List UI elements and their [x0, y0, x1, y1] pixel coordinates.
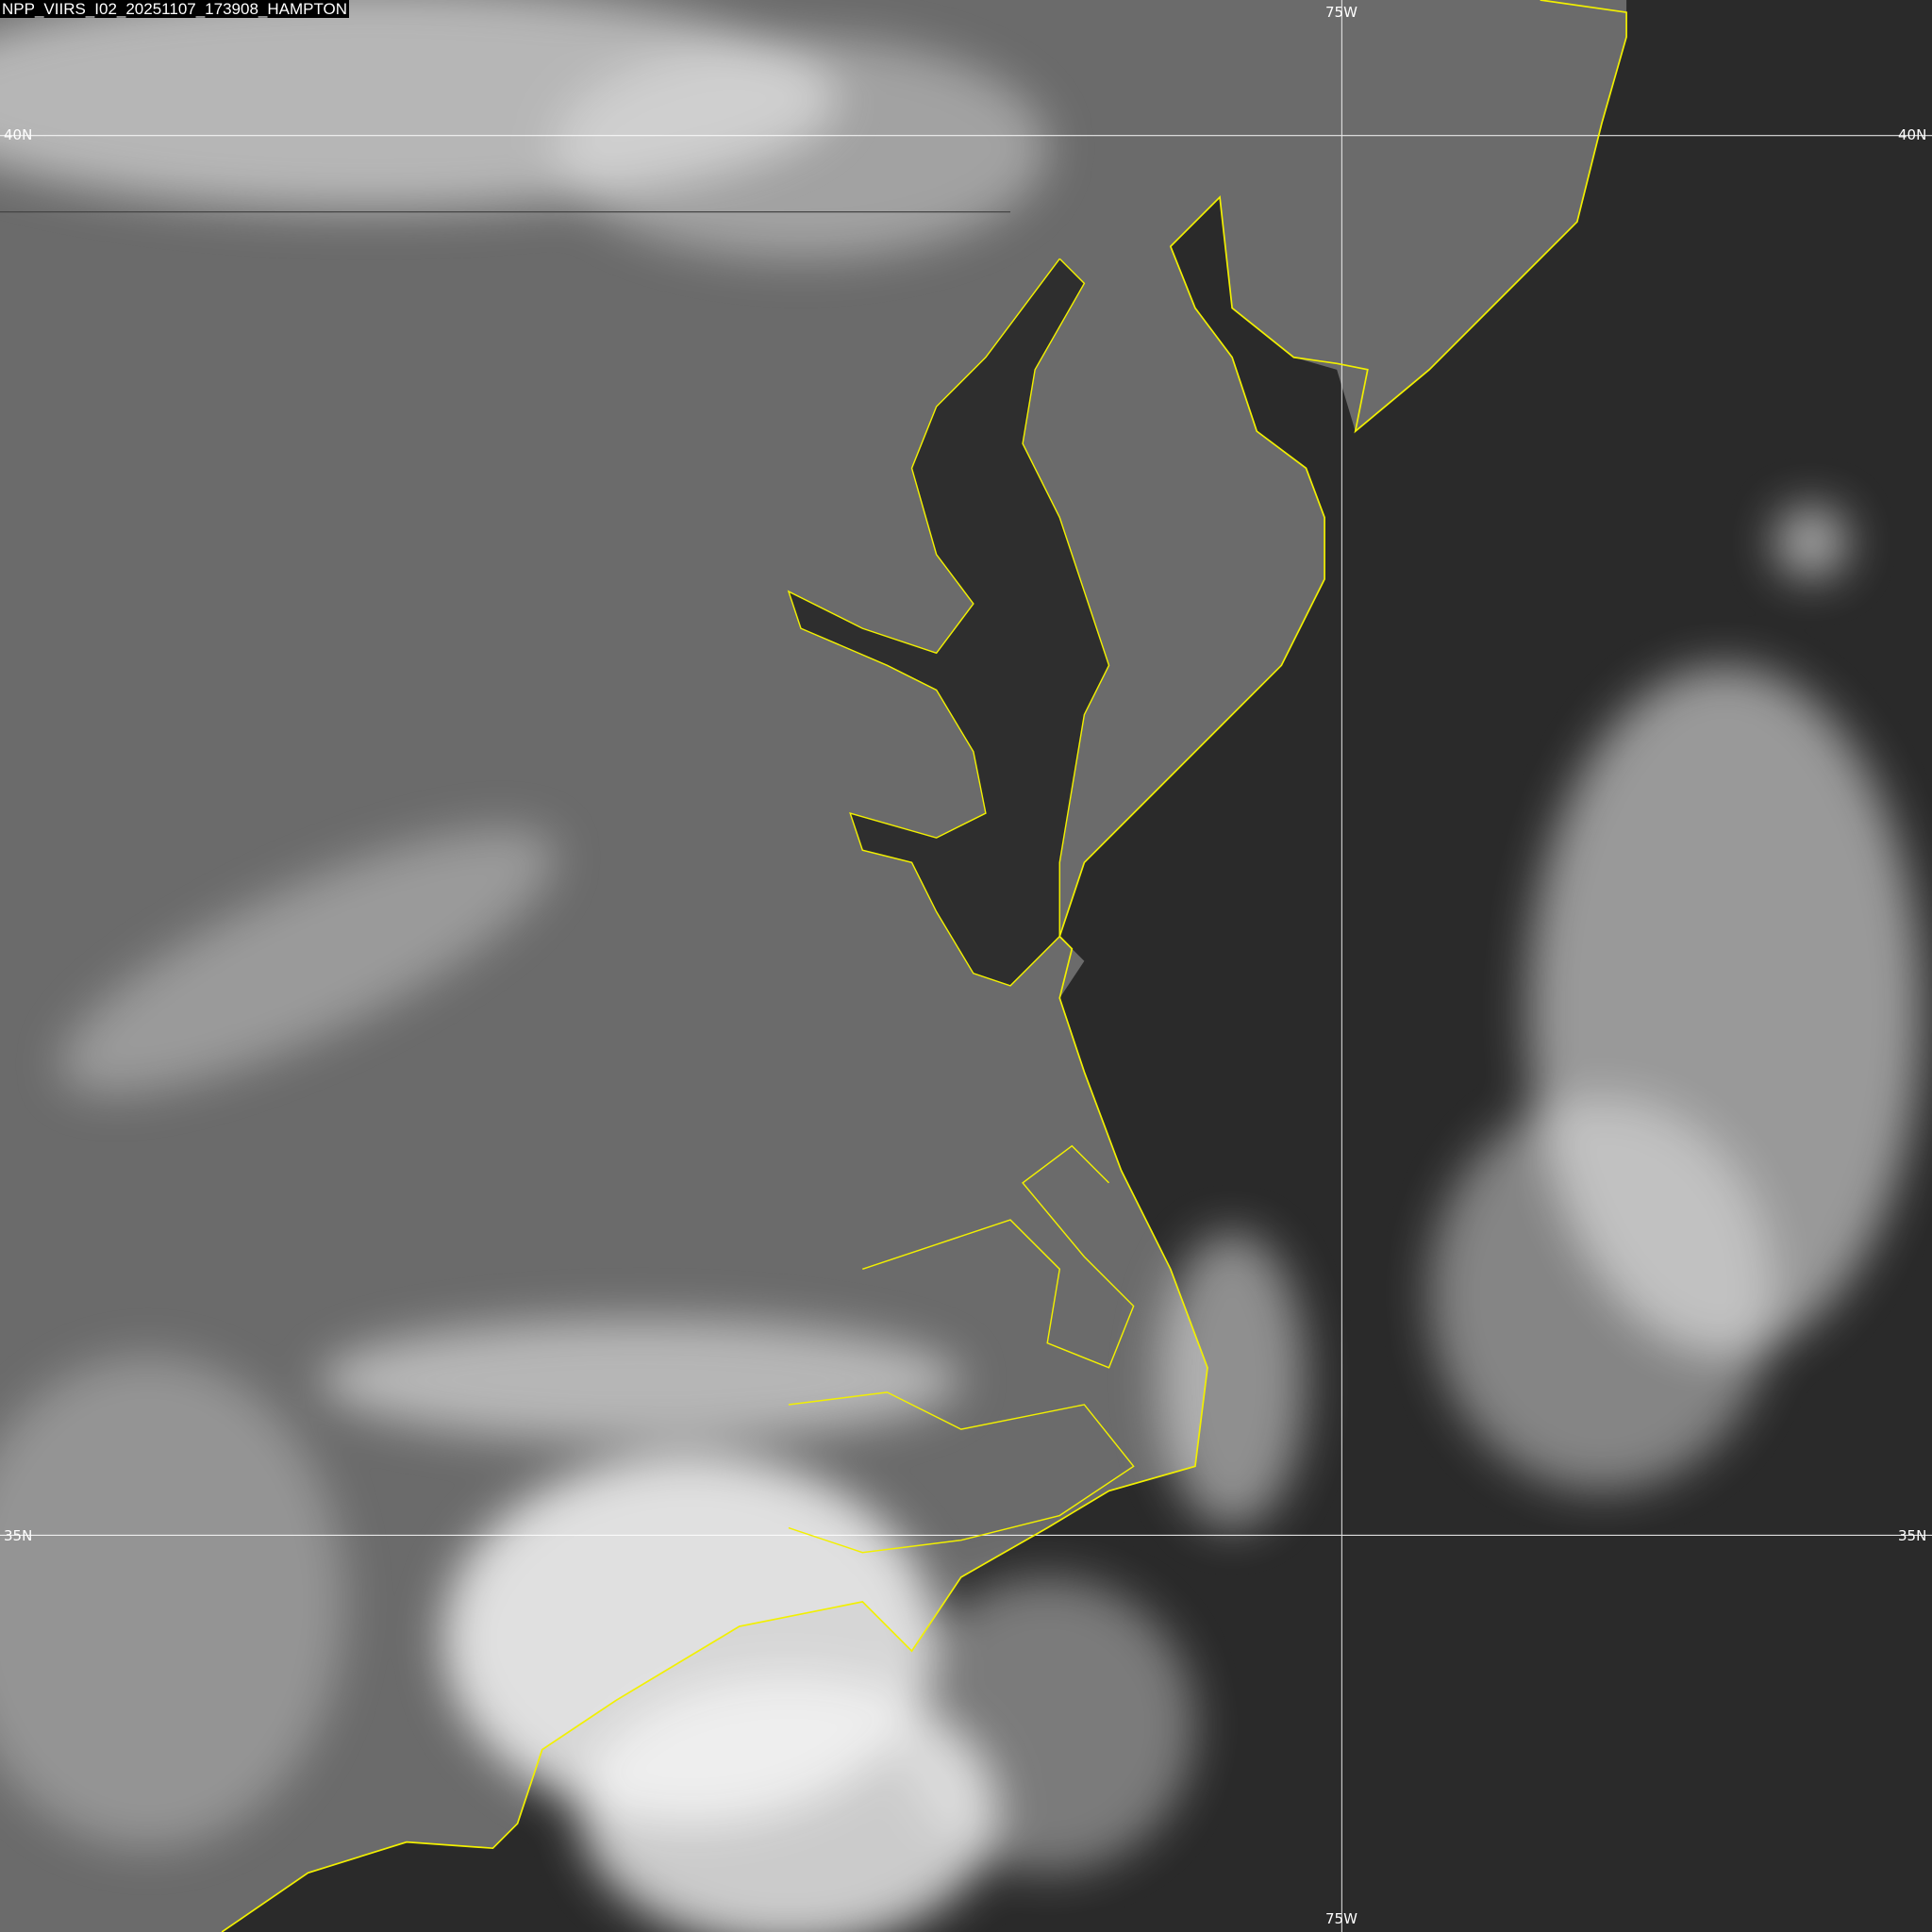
land	[0, 0, 1627, 1932]
chesapeake-bay	[788, 258, 1109, 986]
grid-label-35n-right: 35N	[1898, 1527, 1927, 1544]
grid-label-35n-left: 35N	[4, 1527, 33, 1544]
grid-label-40n-left: 40N	[4, 126, 33, 143]
sound-shoreline-south	[788, 1391, 1135, 1554]
grid-label-75w-top: 75W	[1325, 4, 1357, 21]
coastline	[221, 0, 1627, 1932]
sound-shoreline	[862, 1144, 1135, 1369]
grid-label-75w-bottom: 75W	[1325, 1910, 1357, 1927]
grid-label-40n-right: 40N	[1898, 126, 1927, 143]
chesapeake-shoreline	[787, 258, 1110, 987]
image-label: NPP_VIIRS_I02_20251107_173908_HAMPTON	[0, 0, 350, 18]
